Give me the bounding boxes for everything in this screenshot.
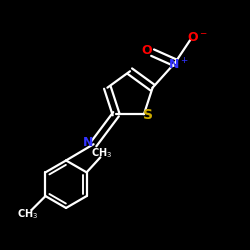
Text: N$^+$: N$^+$ — [168, 57, 188, 72]
Text: CH$_3$: CH$_3$ — [91, 146, 112, 160]
Text: O: O — [142, 44, 152, 57]
Text: O$^-$: O$^-$ — [187, 31, 208, 44]
Text: CH$_3$: CH$_3$ — [18, 208, 38, 221]
Text: N: N — [83, 136, 93, 149]
Text: S: S — [143, 108, 153, 122]
